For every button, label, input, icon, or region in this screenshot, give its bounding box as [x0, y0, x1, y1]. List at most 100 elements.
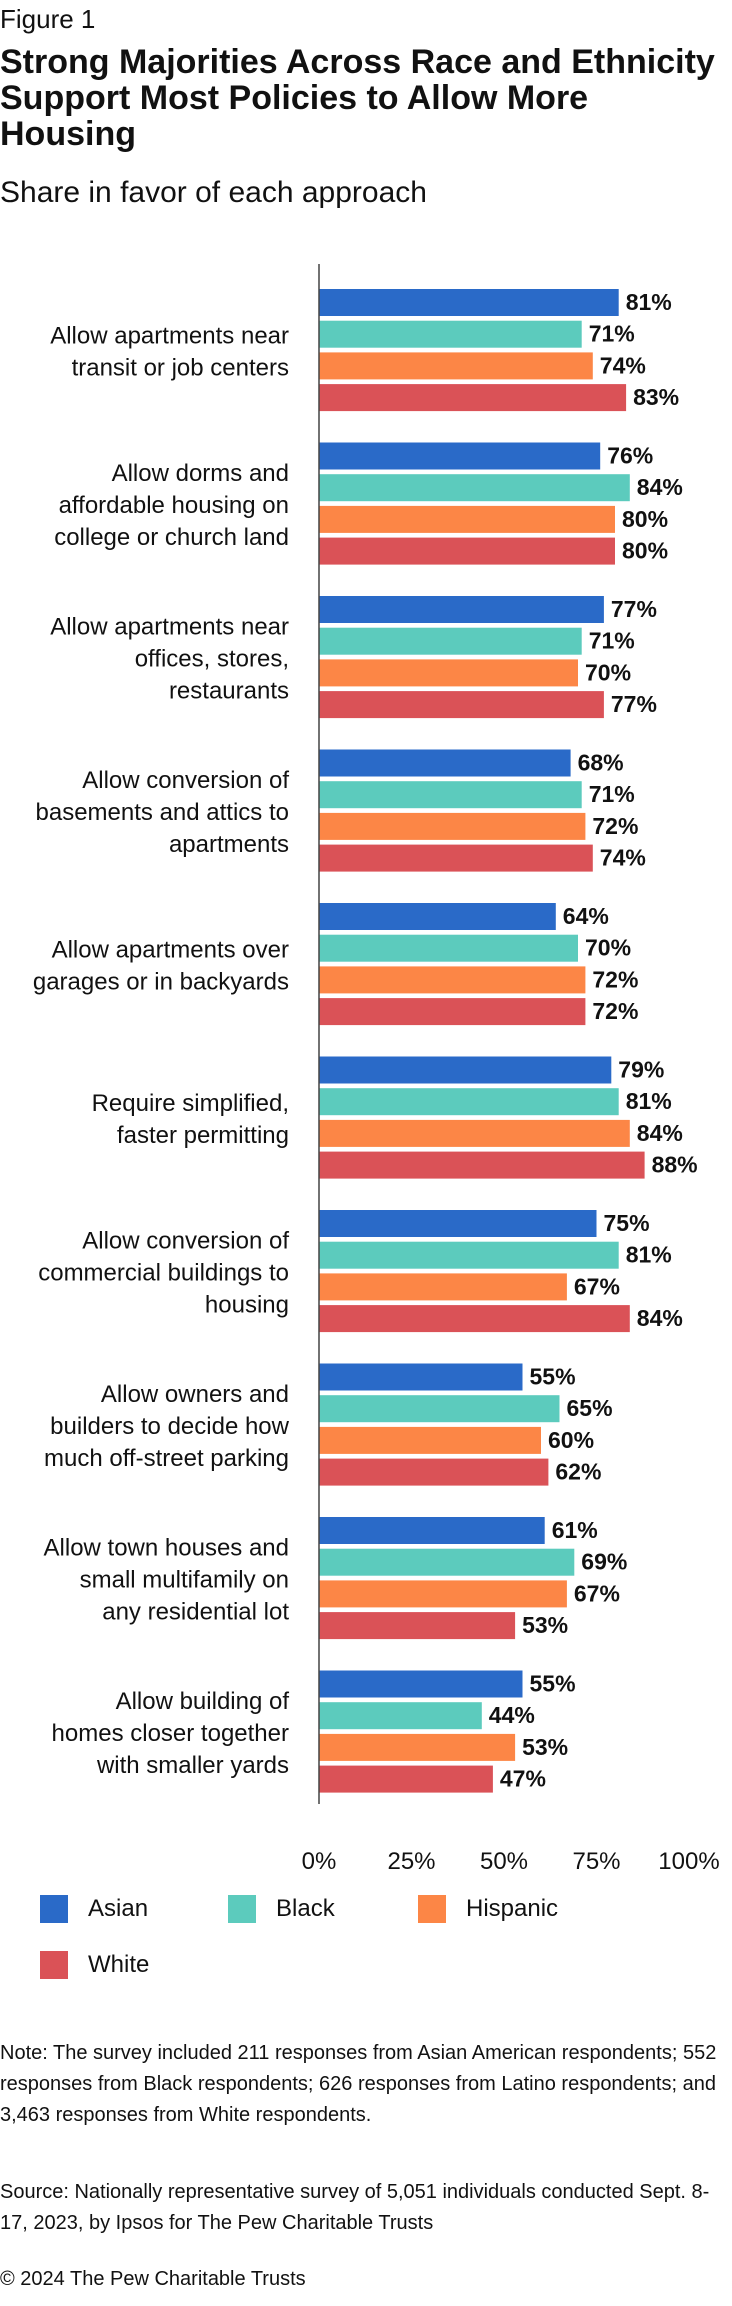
value-label-white-5: 72%	[592, 998, 638, 1024]
category-label-8-line-2: builders to decide how	[50, 1413, 289, 1440]
category-label-5-line-1: Allow apartments over	[52, 936, 289, 963]
bar-asian-5	[319, 903, 556, 930]
legend-item-black: Black	[228, 1895, 335, 1923]
bar-hispanic-6	[319, 1119, 630, 1147]
bar-white-9	[319, 1612, 516, 1640]
value-label-hispanic-8: 60%	[548, 1427, 594, 1453]
category-label-8-line-3: much off-street parking	[44, 1445, 289, 1472]
legend-item-asian: Asian	[40, 1895, 148, 1923]
value-label-black-9: 69%	[581, 1549, 627, 1575]
value-label-white-9: 53%	[522, 1612, 568, 1638]
bar-hispanic-10	[319, 1733, 516, 1761]
category-label-4-line-2: basements and attics to	[36, 799, 289, 826]
value-label-hispanic-9: 67%	[574, 1580, 620, 1606]
value-label-asian-2: 76%	[607, 443, 653, 469]
category-label-7-line-3: housing	[205, 1291, 289, 1318]
value-label-asian-8: 55%	[530, 1364, 576, 1390]
x-tick-label-1: 0%	[302, 1848, 337, 1875]
bar-black-8	[319, 1395, 560, 1423]
bar-hispanic-4	[319, 812, 586, 840]
chart-source: Source: Nationally representative survey…	[0, 2181, 710, 2234]
value-label-asian-4: 68%	[578, 750, 624, 776]
value-label-white-10: 47%	[500, 1766, 546, 1792]
bar-black-10	[319, 1702, 482, 1730]
bar-black-1	[319, 320, 582, 348]
legend-label-black: Black	[276, 1895, 335, 1922]
bar-black-7	[319, 1241, 619, 1269]
bar-hispanic-7	[319, 1273, 567, 1301]
bar-hispanic-1	[319, 352, 593, 380]
value-label-white-8: 62%	[555, 1459, 601, 1485]
value-label-white-7: 84%	[637, 1305, 683, 1331]
bar-asian-1	[319, 289, 619, 316]
value-label-black-2: 84%	[637, 474, 683, 500]
value-label-asian-1: 81%	[626, 289, 672, 315]
bar-white-1	[319, 384, 627, 412]
bar-hispanic-3	[319, 659, 578, 687]
legend-swatch-white	[40, 1951, 68, 1979]
value-label-hispanic-7: 67%	[574, 1273, 620, 1299]
chart-title: Strong Majorities Across Race and Ethnic…	[0, 43, 715, 153]
bar-hispanic-5	[319, 966, 586, 994]
value-label-black-1: 71%	[589, 321, 635, 347]
bar-black-6	[319, 1088, 619, 1116]
category-label-4-line-1: Allow conversion of	[82, 767, 289, 794]
legend-item-white: White	[40, 1951, 149, 1979]
value-label-black-6: 81%	[626, 1088, 672, 1114]
legend-label-hispanic: Hispanic	[466, 1895, 559, 1922]
bar-asian-6	[319, 1056, 612, 1084]
value-label-black-4: 71%	[589, 781, 635, 807]
bar-black-4	[319, 781, 582, 809]
value-label-asian-10: 55%	[530, 1671, 576, 1697]
bar-asian-9	[319, 1517, 545, 1544]
x-tick-label-5: 100%	[658, 1848, 719, 1875]
legend-swatch-asian	[40, 1895, 68, 1923]
bar-hispanic-8	[319, 1426, 541, 1454]
value-label-white-3: 77%	[611, 691, 657, 717]
category-label-1-line-2: transit or job centers	[72, 354, 289, 381]
x-tick-label-2: 25%	[387, 1848, 435, 1875]
legend-swatch-hispanic	[418, 1895, 446, 1923]
category-label-9-line-3: any residential lot	[102, 1598, 289, 1625]
value-label-asian-6: 79%	[618, 1057, 664, 1083]
value-label-asian-5: 64%	[563, 903, 609, 929]
category-label-9-line-2: small multifamily on	[80, 1566, 289, 1593]
bar-black-2	[319, 474, 630, 502]
legend-swatch-black	[228, 1895, 256, 1923]
chart-note: Note: The survey included 211 responses …	[0, 2042, 717, 2126]
bar-hispanic-2	[319, 505, 615, 533]
category-label-3-line-3: restaurants	[169, 677, 289, 704]
category-label-8-line-1: Allow owners and	[101, 1381, 289, 1408]
category-label-3-line-2: offices, stores,	[135, 645, 289, 672]
bar-asian-2	[319, 442, 601, 470]
bar-asian-7	[319, 1210, 597, 1237]
legend-label-white: White	[88, 1951, 150, 1978]
value-label-hispanic-10: 53%	[522, 1734, 568, 1760]
value-label-black-7: 81%	[626, 1242, 672, 1268]
category-label-9-line-1: Allow town houses and	[44, 1534, 289, 1561]
category-label-7-line-1: Allow conversion of	[82, 1227, 289, 1254]
bar-white-4	[319, 844, 593, 872]
legend-item-hispanic: Hispanic	[418, 1895, 558, 1923]
value-label-asian-9: 61%	[552, 1517, 598, 1543]
category-label-3-line-1: Allow apartments near	[50, 613, 289, 640]
value-label-hispanic-5: 72%	[592, 966, 638, 992]
x-tick-label-4: 75%	[572, 1848, 620, 1875]
value-label-white-1: 83%	[633, 384, 679, 410]
bar-hispanic-9	[319, 1580, 567, 1608]
category-label-10-line-1: Allow building of	[116, 1688, 290, 1715]
bar-black-3	[319, 627, 582, 655]
value-label-black-5: 70%	[585, 935, 631, 961]
value-label-hispanic-3: 70%	[585, 659, 631, 685]
bar-white-10	[319, 1765, 493, 1793]
bar-white-8	[319, 1458, 549, 1486]
category-label-5-line-2: garages or in backyards	[33, 968, 289, 995]
category-label-4-line-3: apartments	[169, 831, 289, 858]
bar-black-9	[319, 1548, 575, 1576]
chart-subtitle: Share in favor of each approach	[0, 176, 427, 209]
legend-label-asian: Asian	[88, 1895, 149, 1922]
value-label-white-2: 80%	[622, 538, 668, 564]
value-label-asian-7: 75%	[604, 1210, 650, 1236]
value-label-white-4: 74%	[600, 845, 646, 871]
category-label-6-line-2: faster permitting	[117, 1122, 289, 1149]
